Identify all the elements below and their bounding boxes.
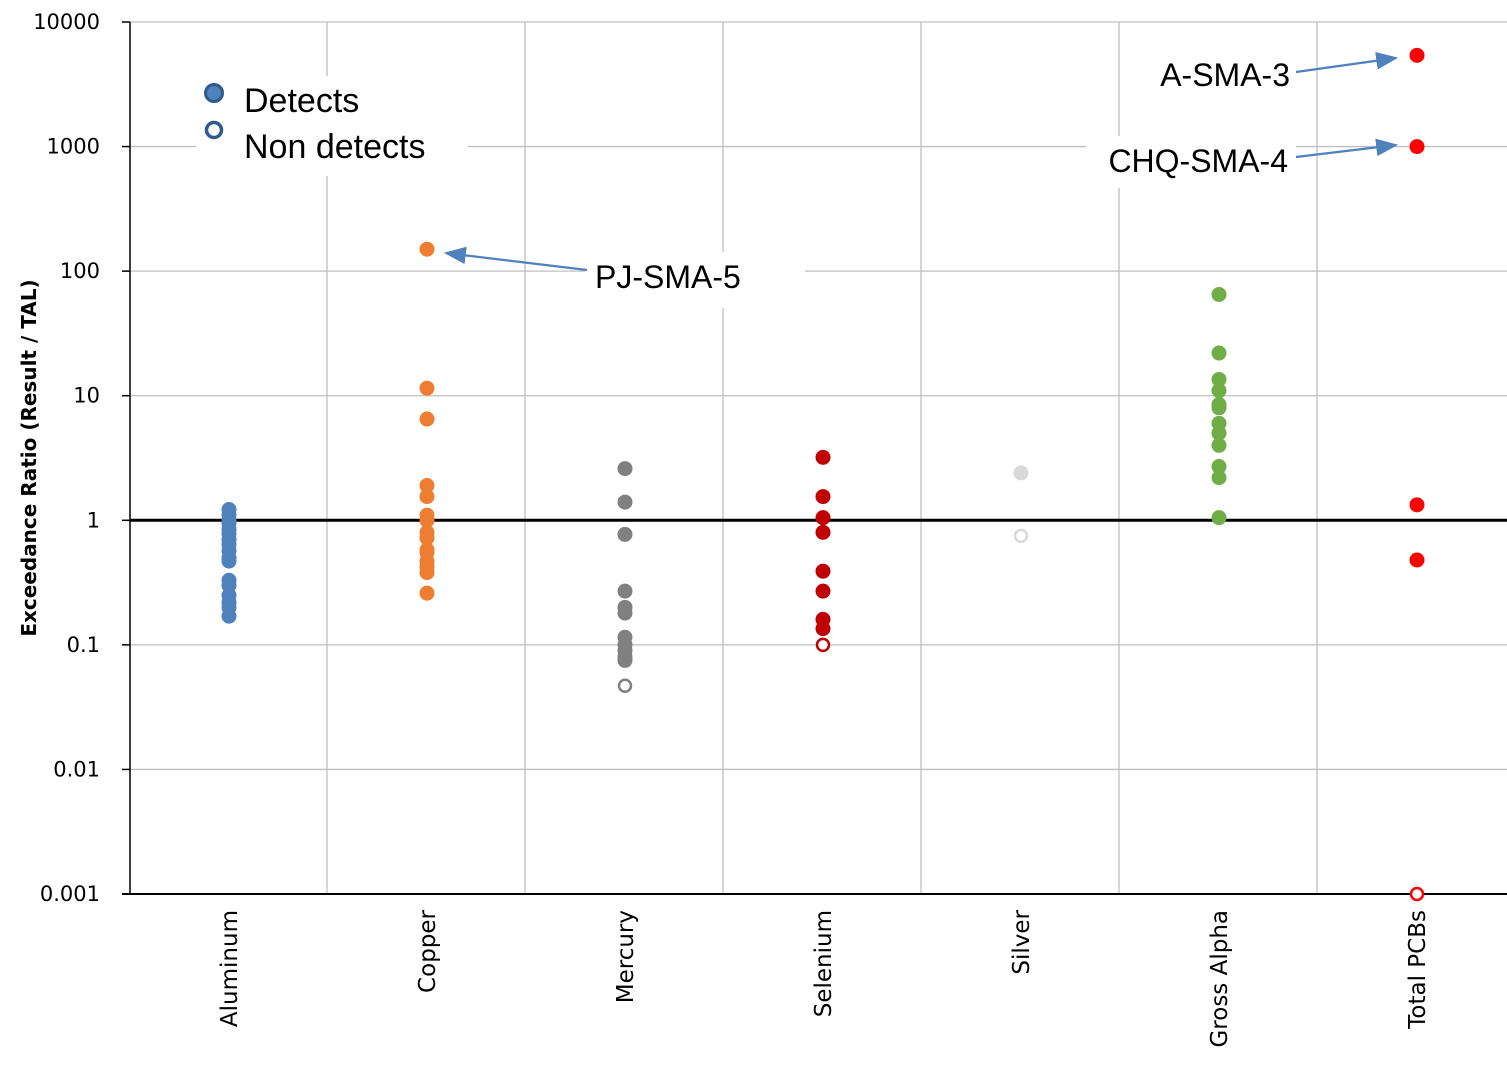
data-point-detect — [419, 241, 435, 257]
data-point-detect — [1211, 371, 1227, 387]
annotation-arrow — [1295, 138, 1399, 159]
data-point-detect — [419, 530, 435, 546]
data-point-detect — [815, 524, 831, 540]
data-point-detect — [1211, 425, 1227, 441]
data-point-detect — [419, 380, 435, 396]
legend-marker-non-detects — [204, 120, 224, 140]
data-point-detect — [1211, 470, 1227, 486]
data-point-detect — [419, 512, 435, 528]
x-category-label: Total PCBs — [1405, 910, 1431, 1030]
annotation-background — [585, 252, 805, 308]
data-point-detect — [815, 449, 831, 465]
annotation-label: A-SMA-3 — [1160, 57, 1290, 93]
data-point-detect — [617, 526, 633, 542]
y-tick-label: 0.1 — [67, 633, 100, 657]
x-category-label: Mercury — [613, 910, 639, 1003]
data-point-detect — [617, 583, 633, 599]
data-point-detect — [617, 605, 633, 621]
data-point-detect — [1211, 383, 1227, 399]
data-point-detect — [1211, 400, 1227, 416]
legend: Detects Non detects — [196, 76, 468, 176]
annotation-background — [1086, 136, 1296, 188]
data-point-detect — [419, 489, 435, 505]
data-point-detect — [815, 583, 831, 599]
y-tick-label: 1 — [87, 508, 100, 532]
data-point-detect — [1013, 465, 1029, 481]
x-category-label: Silver — [1009, 909, 1035, 974]
data-point-detect — [419, 411, 435, 427]
legend-label-non-detects: Non detects — [244, 128, 425, 166]
data-point-detect — [1211, 286, 1227, 302]
data-point-detect — [419, 478, 435, 494]
legend-label-detects: Detects — [244, 82, 359, 120]
data-point-detect — [419, 565, 435, 581]
y-tick-label: 10 — [73, 384, 100, 408]
data-point-non-detect — [815, 637, 831, 653]
legend-marker-detects — [204, 83, 224, 103]
data-point-non-detect — [1013, 528, 1029, 544]
annotation-label: PJ-SMA-5 — [595, 259, 741, 295]
data-point-detect — [1211, 459, 1227, 475]
data-point-detect — [617, 652, 633, 668]
data-point-detect — [1211, 437, 1227, 453]
x-category-label: Selenium — [811, 910, 837, 1017]
data-point-detect — [1211, 510, 1227, 526]
data-point-detect — [221, 608, 237, 624]
annotation-arrow — [443, 246, 588, 272]
data-point-detect — [419, 585, 435, 601]
y-tick-label: 10000 — [33, 10, 100, 34]
data-point-non-detect — [1409, 886, 1425, 902]
data-point-detect — [815, 563, 831, 579]
axis-layer: 10000 1000 100 10 1 0.1 0.01 0.001 Exceedance Ra… — [17, 10, 1507, 1048]
y-tick-label: 100 — [60, 259, 100, 283]
legend-background — [196, 76, 468, 176]
y-tick-label: 1000 — [47, 135, 100, 159]
annotation-label: CHQ-SMA-4 — [1108, 143, 1288, 179]
data-point-detect — [617, 494, 633, 510]
x-category-label: Aluminum — [217, 910, 243, 1027]
points-layer — [221, 47, 1425, 902]
data-point-detect — [815, 621, 831, 637]
annotation-arrow — [1295, 52, 1399, 74]
data-point-detect — [1409, 139, 1425, 155]
annotation-background — [1140, 50, 1300, 102]
data-point-detect — [815, 489, 831, 505]
data-point-detect — [1409, 552, 1425, 568]
data-point-detect — [617, 461, 633, 477]
annotation-layer: PJ-SMA-5 A-SMA-3 CHQ-SMA-4 — [443, 50, 1399, 308]
x-category-label: Gross Alpha — [1207, 910, 1233, 1048]
data-point-detect — [1409, 47, 1425, 63]
data-point-detect — [1409, 497, 1425, 513]
x-category-label: Copper — [415, 909, 441, 992]
data-point-detect — [221, 553, 237, 569]
data-point-non-detect — [617, 678, 633, 693]
data-point-detect — [1211, 345, 1227, 361]
y-tick-label: 0.001 — [40, 882, 100, 906]
y-tick-label: 0.01 — [53, 757, 100, 781]
y-axis-title: Exceedance Ratio (Result / TAL) — [17, 279, 41, 636]
data-point-detect — [815, 510, 831, 526]
